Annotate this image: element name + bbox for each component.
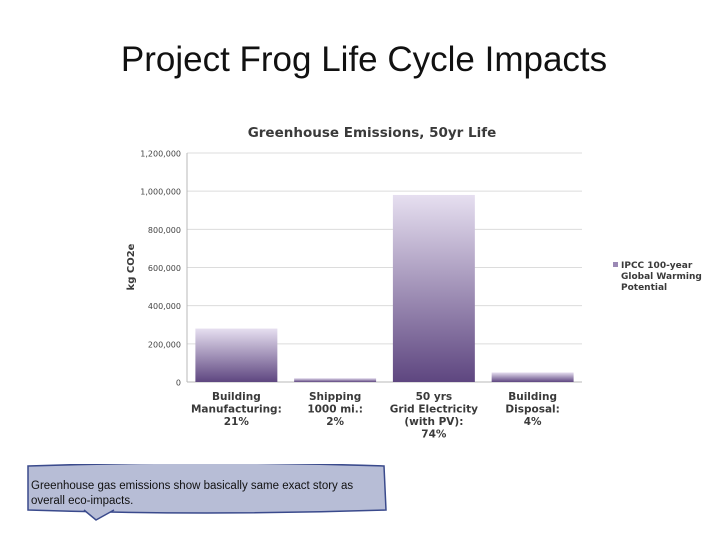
y-tick-label: 600,000 bbox=[148, 264, 181, 273]
x-tick-label: Disposal: bbox=[505, 404, 559, 416]
y-tick-label: 0 bbox=[176, 379, 181, 388]
x-tick-label: Building bbox=[508, 391, 557, 403]
x-tick-label: (with PV): bbox=[404, 416, 463, 428]
x-tick-label: 2% bbox=[326, 416, 344, 428]
legend-label: Potential bbox=[621, 283, 667, 293]
x-tick-label: 74% bbox=[421, 429, 447, 441]
legend-swatch bbox=[613, 262, 618, 267]
x-tick-label: 21% bbox=[224, 416, 250, 428]
slide-title: Project Frog Life Cycle Impacts bbox=[120, 40, 608, 79]
x-tick-label: Grid Electricity bbox=[390, 404, 478, 416]
y-tick-label: 800,000 bbox=[148, 226, 181, 235]
callout-text: Greenhouse gas emissions show basically … bbox=[31, 480, 354, 507]
x-tick-label: Shipping bbox=[309, 391, 361, 403]
y-tick-label: 200,000 bbox=[148, 340, 181, 349]
legend-label: IPCC 100-year bbox=[621, 261, 693, 271]
x-tick-label: Building bbox=[212, 391, 261, 403]
x-tick-label: Manufacturing: bbox=[191, 404, 282, 416]
x-tick-label: 50 yrs bbox=[416, 391, 453, 403]
y-axis-title: kg CO2e bbox=[126, 243, 137, 290]
bar bbox=[392, 194, 475, 382]
legend-label: Global Warming bbox=[621, 272, 702, 282]
y-tick-label: 400,000 bbox=[148, 302, 181, 311]
y-tick-label: 1,000,000 bbox=[140, 188, 181, 197]
callout-box: Greenhouse gas emissions show basically … bbox=[24, 464, 388, 521]
y-tick-label: 1,200,000 bbox=[140, 150, 181, 159]
chart-title: Greenhouse Emissions, 50yr Life bbox=[248, 125, 497, 141]
bar bbox=[195, 328, 278, 382]
x-tick-label: 1000 mi.: bbox=[307, 404, 363, 416]
bar bbox=[491, 372, 574, 382]
bar bbox=[294, 378, 377, 382]
x-tick-label: 4% bbox=[524, 416, 542, 428]
